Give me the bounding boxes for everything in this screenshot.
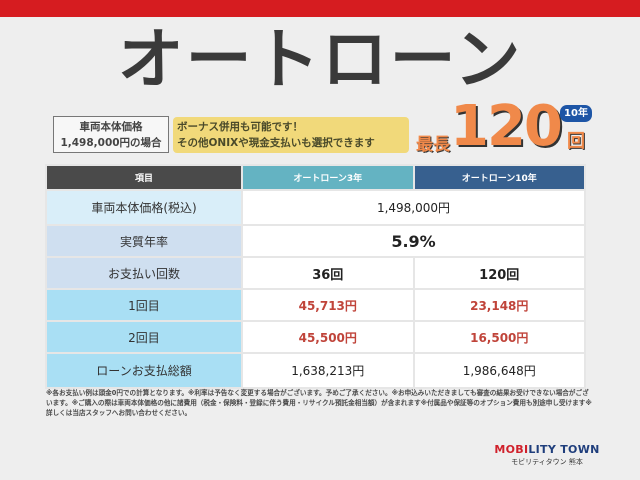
- logo-part-blue: LITY TOWN: [528, 443, 600, 456]
- bonus-info-line1: ボーナス併用も可能です！: [177, 121, 303, 133]
- second-payment-3y: 45,500円: [241, 320, 415, 354]
- table-row: ローンお支払総額 1,638,213円 1,986,648円: [45, 352, 586, 389]
- price-condition-line2: 1,498,000円の場合: [60, 137, 162, 149]
- vehicle-price-value: 1,498,000円: [241, 189, 586, 226]
- bonus-info-line2: その他ONIXや現金支払いも選択できます: [177, 137, 375, 149]
- table-row: 実質年率 5.9%: [45, 224, 586, 258]
- price-condition-line1: 車両本体価格: [79, 121, 143, 133]
- total-payment-10y: 1,986,648円: [412, 352, 586, 389]
- first-payment-10y: 23,148円: [412, 288, 586, 322]
- row-label-apr: 実質年率: [45, 224, 243, 258]
- second-payment-10y: 16,500円: [412, 320, 586, 354]
- max-term-unit: 回: [567, 131, 585, 152]
- years-badge: 10年: [560, 105, 592, 122]
- header-loan-10y: オートローン10年: [412, 164, 586, 191]
- table-row: 1回目 45,713円 23,148円: [45, 288, 586, 322]
- table-row: お支払い回数 36回 120回: [45, 256, 586, 290]
- disclaimer-note: ※各お支払い例は頭金0円での計算となります。※利率は予告なく変更する場合がござい…: [46, 389, 592, 417]
- table-header-row: 項目 オートローン3年 オートローン10年: [45, 164, 586, 191]
- dealer-logo: MOBILITY TOWN モビリティタウン 熊本: [482, 443, 612, 467]
- row-label-payment-count: お支払い回数: [45, 256, 243, 290]
- apr-value: 5.9%: [241, 224, 586, 258]
- max-term-banner: 最長 120 10年 回: [414, 94, 594, 159]
- table-row: 2回目 45,500円 16,500円: [45, 320, 586, 354]
- row-label-total-payment: ローンお支払総額: [45, 352, 243, 389]
- row-label-second-payment: 2回目: [45, 320, 243, 354]
- loan-comparison-table: 項目 オートローン3年 オートローン10年 車両本体価格(税込) 1,498,0…: [45, 164, 586, 389]
- row-label-first-payment: 1回目: [45, 288, 243, 322]
- header-loan-3y: オートローン3年: [241, 164, 415, 191]
- max-term-number: 120: [450, 94, 563, 159]
- price-condition-box: 車両本体価格 1,498,000円の場合: [53, 116, 169, 153]
- logo-part-red: MOBI: [494, 443, 529, 456]
- payment-count-3y: 36回: [241, 256, 415, 290]
- page-title: オートローン: [117, 21, 523, 98]
- first-payment-3y: 45,713円: [241, 288, 415, 322]
- total-payment-3y: 1,638,213円: [241, 352, 415, 389]
- header-item: 項目: [45, 164, 243, 191]
- table-row: 車両本体価格(税込) 1,498,000円: [45, 189, 586, 226]
- row-label-vehicle-price: 車両本体価格(税込): [45, 189, 243, 226]
- max-term-label: 最長: [416, 135, 450, 155]
- bonus-info-box: ボーナス併用も可能です！ その他ONIXや現金支払いも選択できます: [173, 117, 409, 153]
- logo-sub-text: モビリティタウン 熊本: [511, 458, 583, 466]
- top-accent-bar: [0, 0, 640, 17]
- payment-count-10y: 120回: [412, 256, 586, 290]
- logo-main-text: MOBILITY TOWN: [482, 443, 612, 456]
